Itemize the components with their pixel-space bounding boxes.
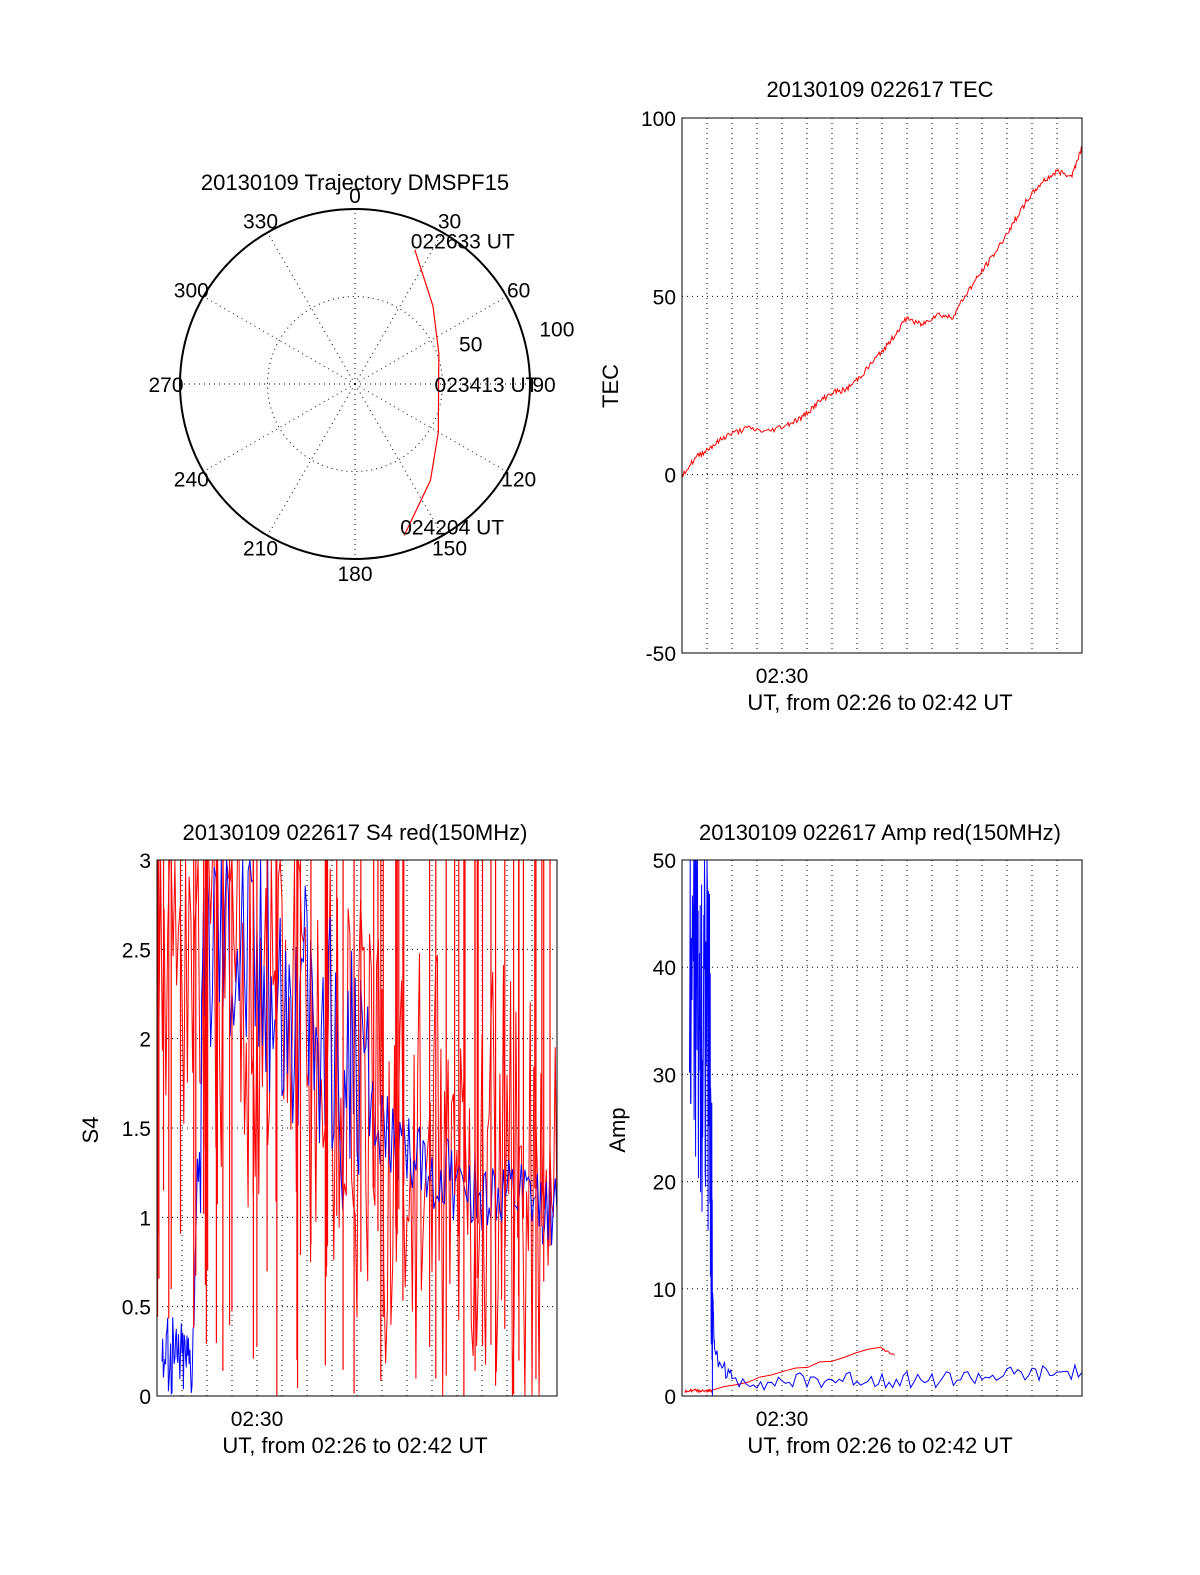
polar-inner-circle	[267, 296, 443, 472]
polar-angle-label: 90	[532, 374, 555, 397]
s4-plot-frame	[156, 859, 558, 1397]
amp-chart-panel: 20130109 022617 Amp red(150MHz) 0 10 20 30 4…	[605, 820, 1083, 1458]
polar-time-annotation: 023413 UT	[435, 374, 539, 397]
polar-angle-label: 210	[243, 538, 278, 561]
polar-time-annotation: 024204 UT	[400, 516, 504, 539]
s4-chart-panel: 20130109 022617 S4 red(150MHz) 0 0.5 1 1.5 2…	[78, 820, 558, 1458]
polar-time-annotation: 022633 UT	[411, 231, 515, 254]
polar-angle-label: 60	[507, 280, 530, 303]
polar-trajectory-line	[403, 249, 440, 536]
polar-outer-circle	[179, 208, 531, 560]
polar-spoke	[354, 296, 507, 385]
amp-x-tick-labels: 02:30	[756, 1408, 809, 1431]
polar-angle-label: 330	[243, 210, 278, 233]
polar-angle-label: 120	[501, 469, 536, 492]
polar-spoke	[354, 232, 443, 385]
y-tick-label: 2.5	[122, 939, 151, 962]
polar-title: 20130109 Trajectory DMSPF15	[201, 170, 509, 195]
tec-y-tick-labels: -50 0 50 100	[641, 108, 676, 666]
polar-radius-label: 50	[459, 334, 482, 357]
polar-radius-label: 100	[539, 318, 574, 341]
polar-angle-label: 300	[174, 280, 209, 303]
series-line-red	[156, 859, 558, 1397]
series-line-blue	[689, 859, 1083, 1397]
tec-plot-frame	[681, 117, 1083, 654]
y-tick-label: 50	[653, 286, 676, 309]
tec-series	[681, 146, 1083, 478]
polar-radius-labels: 50 100	[459, 318, 574, 356]
polar-trajectory-panel: 20130109 Trajectory DMSPF15 0 30 60 90 120 15…	[148, 170, 574, 586]
tec-x-axis-label: UT, from 02:26 to 02:42 UT	[747, 690, 1012, 715]
y-tick-label: 2	[139, 1029, 151, 1052]
tec-y-axis-label: TEC	[598, 364, 623, 408]
x-tick-label: 02:30	[756, 665, 809, 688]
series-line-red	[684, 1346, 895, 1394]
tec-title: 20130109 022617 TEC	[766, 77, 993, 102]
y-tick-label: 0	[664, 1386, 676, 1409]
y-tick-label: 100	[641, 108, 676, 131]
amp-plot-frame	[681, 859, 1083, 1397]
tec-x-tick-labels: 02:30	[756, 665, 809, 688]
s4-x-axis-label: UT, from 02:26 to 02:42 UT	[222, 1433, 487, 1458]
s4-title: 20130109 022617 S4 red(150MHz)	[183, 820, 528, 845]
polar-angle-label: 240	[174, 469, 209, 492]
y-tick-label: 0	[139, 1386, 151, 1409]
y-tick-label: 0.5	[122, 1297, 151, 1320]
polar-spoke	[203, 383, 356, 472]
tec-grid	[682, 118, 1082, 653]
amp-y-axis-label: Amp	[605, 1107, 630, 1152]
series-line-red	[681, 146, 1083, 478]
amp-x-axis-label: UT, from 02:26 to 02:42 UT	[747, 1433, 1012, 1458]
polar-angle-labels: 0 30 60 90 120 150 180 210 240 270 300 330	[148, 185, 555, 586]
polar-spoke	[354, 383, 443, 536]
amp-grid	[682, 860, 1082, 1396]
y-tick-label: 20	[653, 1172, 676, 1195]
polar-angle-label: 0	[349, 185, 361, 208]
s4-y-axis-label: S4	[78, 1117, 103, 1144]
polar-spoke	[267, 232, 356, 385]
y-tick-label: 40	[653, 957, 676, 980]
polar-angle-label: 150	[432, 538, 467, 561]
polar-angle-label: 30	[438, 210, 461, 233]
polar-angle-label: 270	[148, 374, 183, 397]
x-tick-label: 02:30	[231, 1408, 284, 1431]
polar-annotations: 022633 UT 023413 UT 024204 UT	[400, 231, 538, 540]
y-tick-label: 10	[653, 1279, 676, 1302]
polar-series	[403, 249, 440, 536]
y-tick-label: -50	[646, 643, 676, 666]
polar-spoke	[267, 383, 356, 536]
y-tick-label: 1	[139, 1207, 151, 1230]
y-tick-label: 1.5	[122, 1118, 151, 1141]
y-tick-label: 30	[653, 1064, 676, 1087]
polar-grid	[179, 208, 531, 560]
x-tick-label: 02:30	[756, 1408, 809, 1431]
y-tick-label: 3	[139, 850, 151, 873]
polar-angle-label: 180	[337, 563, 372, 586]
amp-title: 20130109 022617 Amp red(150MHz)	[699, 820, 1061, 845]
s4-series	[156, 859, 558, 1397]
polar-spoke	[354, 383, 507, 472]
s4-y-tick-labels: 0 0.5 1 1.5 2 2.5 3	[122, 850, 151, 1409]
y-tick-label: 50	[653, 850, 676, 873]
amp-y-tick-labels: 0 10 20 30 40 50	[653, 850, 676, 1409]
s4-x-tick-labels: 02:30	[231, 1408, 284, 1431]
polar-spoke	[203, 296, 356, 385]
amp-series	[684, 859, 1083, 1397]
y-tick-label: 0	[664, 465, 676, 488]
